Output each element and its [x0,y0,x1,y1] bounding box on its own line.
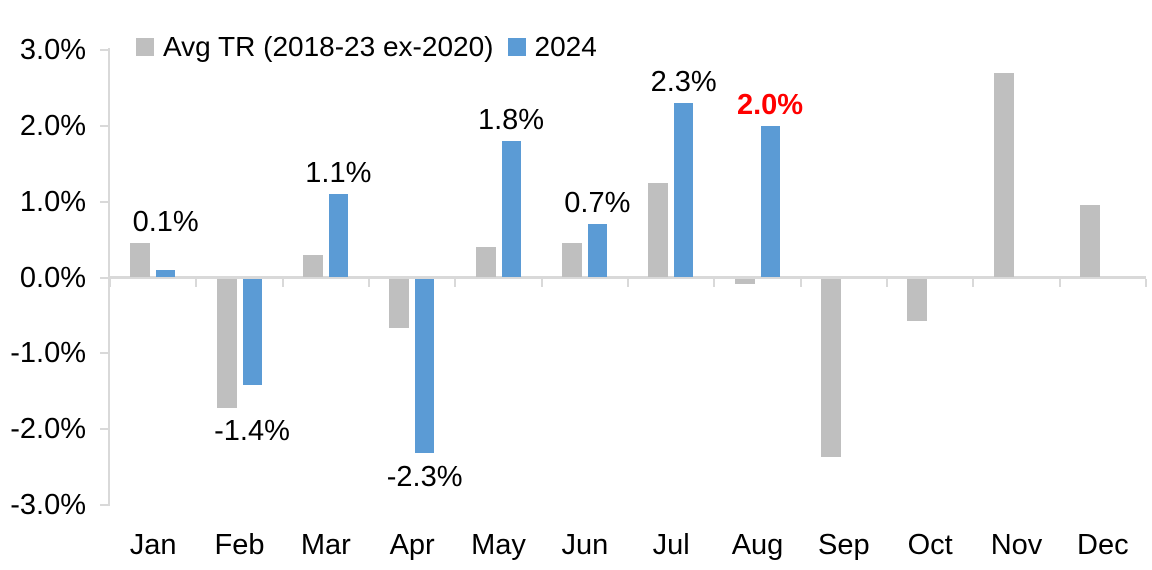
x-axis-tick [281,278,284,287]
bar-avg-tr-dec [1079,205,1100,278]
bar-avg-tr-oct [907,279,928,321]
bar-2024-mar [328,194,348,278]
bar-avg-tr-jul [648,182,669,278]
bar-avg-tr-sep [820,279,841,458]
bar-avg-tr-aug [734,279,755,285]
y-axis-label: 3.0% [19,34,86,66]
y-axis-tick [100,352,108,355]
y-axis-label: 1.0% [19,185,86,218]
bar-avg-tr-nov [993,72,1014,278]
data-label-apr: -2.3% [386,460,463,493]
data-label-jan: 0.1% [132,206,199,239]
x-axis-label-jul: Jul [652,529,690,561]
data-label-mar: 1.1% [305,157,372,190]
x-axis-label-dec: Dec [1077,529,1129,561]
x-axis-zero-line [108,275,1146,279]
x-axis-tick [540,278,543,287]
x-axis-label-aug: Aug [731,529,784,561]
legend-label-2024: 2024 [534,31,597,62]
bar-2024-jan [156,269,176,278]
x-axis-tick [1145,278,1147,287]
y-axis-label: -3.0% [10,488,86,521]
x-axis-label-apr: Apr [389,529,435,561]
x-axis-tick [368,278,370,287]
y-axis-label: -2.0% [10,413,86,446]
x-axis-tick [1058,278,1061,287]
x-axis-tick [195,278,198,287]
bar-avg-tr-mar [302,254,323,278]
legend-swatch-2024-icon [507,38,526,56]
y-axis-tick [100,503,108,506]
bar-avg-tr-may [475,247,496,278]
x-axis-tick [972,278,975,287]
x-axis-label-oct: Oct [907,529,953,561]
x-axis-label-jan: Jan [129,529,177,561]
bar-2024-jun [587,224,607,278]
x-axis-tick [799,278,802,287]
legend-swatch-avg-tr-icon [136,38,154,56]
x-axis-label-may: May [471,529,526,561]
x-axis-label-sep: Sep [818,529,870,561]
y-axis-label: 0.0% [19,261,86,294]
bar-2024-aug [760,125,780,278]
x-axis-tick [109,278,111,287]
data-label-jun: 0.7% [564,187,631,220]
data-label-aug: 2.0% [736,88,804,121]
y-axis-label: -1.0% [10,337,86,370]
x-axis-label-mar: Mar [300,529,351,561]
legend-label-avg-tr: Avg TR (2018-23 ex-2020) [163,31,494,62]
bar-2024-may [501,141,521,278]
x-axis-label-feb: Feb [214,529,265,561]
y-axis-tick [100,428,108,431]
bar-avg-tr-apr [389,279,410,329]
x-axis-label-nov: Nov [990,529,1043,561]
data-label-jul: 2.3% [650,66,717,99]
y-axis-tick [100,49,108,51]
x-axis-tick [886,278,888,287]
y-axis-tick [100,200,108,203]
data-label-feb: -1.4% [214,415,290,448]
x-axis-tick [627,278,629,287]
legend-item-avg-tr: Avg TR (2018-23 ex-2020) [136,31,494,63]
x-axis-label-jun: Jun [561,529,609,561]
y-axis-tick [100,124,108,127]
legend-item-2024: 2024 [507,31,597,63]
chart-legend: Avg TR (2018-23 ex-2020) 2024 [136,31,597,63]
y-axis-tick [100,276,108,279]
bar-avg-tr-jan [130,243,151,278]
bar-2024-jul [674,103,694,278]
y-axis-label: 2.0% [19,109,86,142]
bar-2024-apr [415,279,435,454]
bar-avg-tr-feb [216,279,237,408]
x-axis-tick [713,278,716,287]
x-axis-tick [454,278,457,287]
data-label-may: 1.8% [477,104,545,136]
bar-avg-tr-jun [561,243,582,278]
bar-2024-feb [242,279,262,386]
